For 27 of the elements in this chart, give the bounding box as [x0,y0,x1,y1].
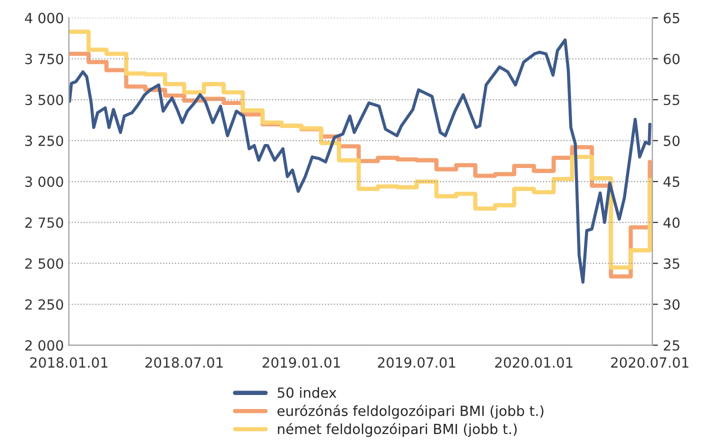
y2-tick-label: 35 [664,258,680,269]
y-tick-label: 2 500 [25,258,64,269]
y-tick-label: 2 750 [25,217,64,228]
y2-tick-label: 45 [663,176,680,187]
y2-tick-label: 40 [663,217,680,228]
y2-tick-label: 50 [664,136,680,146]
y2-tick-label: 30 [664,299,680,310]
y-tick-label: 2 250 [25,299,64,310]
x-tick-label: 2018.01.01 [30,357,108,368]
x-tick-label: 2020.01.01 [495,357,572,368]
y-tick-label: 3 500 [25,94,64,106]
x-tick-label: 2020.07.01 [611,357,688,368]
y2-tick-label: 55 [664,94,680,106]
y-tick-label: 4 000 [24,12,64,24]
x-tick-label: 2019.07.01 [378,357,456,368]
x-tick-label: 2019.01.01 [262,357,340,368]
y2-tick-label: 65 [664,12,680,24]
legend-label: német feldolgozóipari BMI (jobb t.) [278,422,517,437]
y2-tick-label: 60 [664,54,680,64]
y-tick-label: 3 000 [25,176,64,187]
legend-label: 50 index [278,387,336,398]
y-tick-label: 3 250 [25,136,64,146]
y2-tick-label: 25 [664,340,680,351]
legend-label: eurózónás feldolgozóipari BMI (jobb t.) [277,404,544,419]
x-tick-label: 2018.07.01 [145,357,223,368]
y-tick-label: 3 750 [25,54,64,64]
y-tick-label: 2 000 [25,340,64,351]
